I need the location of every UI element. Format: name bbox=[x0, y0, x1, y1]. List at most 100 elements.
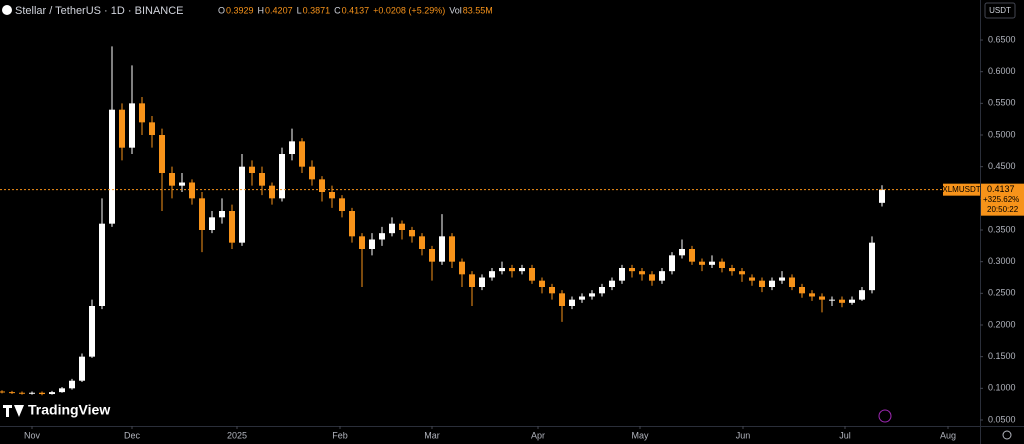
x-tick-label: Aug bbox=[940, 430, 956, 440]
lightning-icon[interactable] bbox=[878, 409, 892, 423]
candle-body bbox=[319, 179, 325, 193]
x-tick-label: Jun bbox=[736, 430, 751, 440]
candle-body bbox=[569, 299, 575, 306]
y-tick-label: 0.2500 bbox=[988, 288, 1016, 298]
candle-body bbox=[879, 189, 885, 203]
candle-body bbox=[459, 261, 465, 275]
candle-body bbox=[379, 233, 385, 240]
candle-body bbox=[99, 223, 105, 306]
candle-body bbox=[849, 299, 855, 303]
candle-body bbox=[659, 271, 665, 281]
candle-body bbox=[629, 267, 635, 272]
candle-body bbox=[759, 280, 765, 287]
candle-body bbox=[109, 109, 115, 224]
candle-body bbox=[179, 182, 185, 186]
candle-body bbox=[139, 103, 145, 123]
candle-body bbox=[359, 236, 365, 250]
candle-body bbox=[159, 135, 165, 174]
candle-body bbox=[539, 280, 545, 287]
y-tick-label: 0.2000 bbox=[988, 319, 1016, 329]
candle-body bbox=[819, 296, 825, 300]
candle-body bbox=[19, 392, 25, 394]
candle-body bbox=[739, 271, 745, 275]
candle-body bbox=[149, 122, 155, 136]
change-pct-label: +325.62% bbox=[983, 195, 1019, 204]
candle-body bbox=[719, 261, 725, 268]
candle-body bbox=[119, 109, 125, 148]
ohlc-value: 0.3871 bbox=[303, 5, 331, 15]
ohlc-value: 0.4137 bbox=[342, 5, 370, 15]
countdown-label: 20:50:22 bbox=[987, 205, 1019, 214]
candle-body bbox=[129, 103, 135, 148]
currency-label[interactable]: USDT bbox=[989, 6, 1011, 15]
candle-body bbox=[289, 141, 295, 155]
y-tick-label: 0.6500 bbox=[988, 34, 1016, 44]
volume-key: Vol bbox=[449, 5, 462, 15]
price-tag bbox=[981, 183, 1024, 216]
candle-body bbox=[489, 271, 495, 278]
candle-body bbox=[199, 198, 205, 231]
candle-body bbox=[9, 392, 15, 394]
candle-body bbox=[589, 293, 595, 297]
candle-body bbox=[279, 154, 285, 199]
candle-body bbox=[399, 223, 405, 231]
candle-body bbox=[869, 242, 875, 291]
candle-body bbox=[549, 286, 555, 294]
y-tick-label: 0.3000 bbox=[988, 256, 1016, 266]
candle-body bbox=[79, 356, 85, 381]
candle-body bbox=[599, 286, 605, 294]
candle-body bbox=[29, 392, 35, 394]
symbol-tag bbox=[943, 183, 980, 196]
candle-body bbox=[829, 299, 835, 301]
symbol-icon bbox=[2, 5, 12, 15]
candle-body bbox=[39, 392, 45, 395]
candle-body bbox=[409, 230, 415, 237]
ohlc-key: O bbox=[218, 5, 225, 15]
candle-body bbox=[0, 391, 5, 393]
candle-body bbox=[299, 141, 305, 167]
candle-body bbox=[209, 217, 215, 231]
candle-body bbox=[649, 274, 655, 281]
x-tick-label: Jul bbox=[839, 430, 851, 440]
candle-body bbox=[769, 280, 775, 287]
y-tick-label: 0.5000 bbox=[988, 129, 1016, 139]
x-tick-label: Apr bbox=[531, 430, 545, 440]
symbol-label: XLMUSDT bbox=[942, 185, 980, 194]
x-tick-label: 2025 bbox=[227, 430, 247, 440]
price-label: 0.4137 bbox=[987, 184, 1015, 194]
candle-body bbox=[669, 255, 675, 272]
logo-icon bbox=[3, 405, 24, 417]
settings-icon[interactable] bbox=[1002, 430, 1012, 440]
candle-body bbox=[529, 267, 535, 281]
change-value: +0.0208 (+5.29%) bbox=[373, 5, 445, 15]
x-tick-label: Dec bbox=[124, 430, 141, 440]
candle-body bbox=[519, 267, 525, 272]
candle-body bbox=[509, 267, 515, 272]
y-tick-label: 0.1000 bbox=[988, 383, 1016, 393]
candle-body bbox=[419, 236, 425, 250]
candle-body bbox=[439, 236, 445, 262]
candle-body bbox=[799, 286, 805, 294]
candle-body bbox=[749, 277, 755, 281]
candle-body bbox=[369, 239, 375, 250]
candle-body bbox=[49, 392, 55, 395]
candle-body bbox=[639, 271, 645, 275]
x-tick-label: Mar bbox=[424, 430, 440, 440]
candle-body bbox=[779, 277, 785, 281]
x-tick-label: Nov bbox=[24, 430, 41, 440]
currency-button[interactable] bbox=[984, 2, 1016, 19]
candle-body bbox=[479, 277, 485, 287]
candle-body bbox=[89, 305, 95, 357]
candle-body bbox=[309, 166, 315, 180]
chart-title: Stellar / TetherUS · 1D · BINANCE bbox=[15, 5, 184, 17]
y-tick-label: 0.6000 bbox=[988, 66, 1016, 76]
ohlc-header: O 0.3929 H 0.4207 L 0.3871 C 0.4137 +0.0208 (+5.… bbox=[218, 5, 493, 15]
candle-body bbox=[789, 277, 795, 287]
ohlc-key: L bbox=[297, 5, 302, 15]
candle-body bbox=[239, 166, 245, 243]
candle-body bbox=[329, 192, 335, 199]
ohlc-key: H bbox=[258, 5, 265, 15]
y-tick-label: 0.5500 bbox=[988, 98, 1016, 108]
